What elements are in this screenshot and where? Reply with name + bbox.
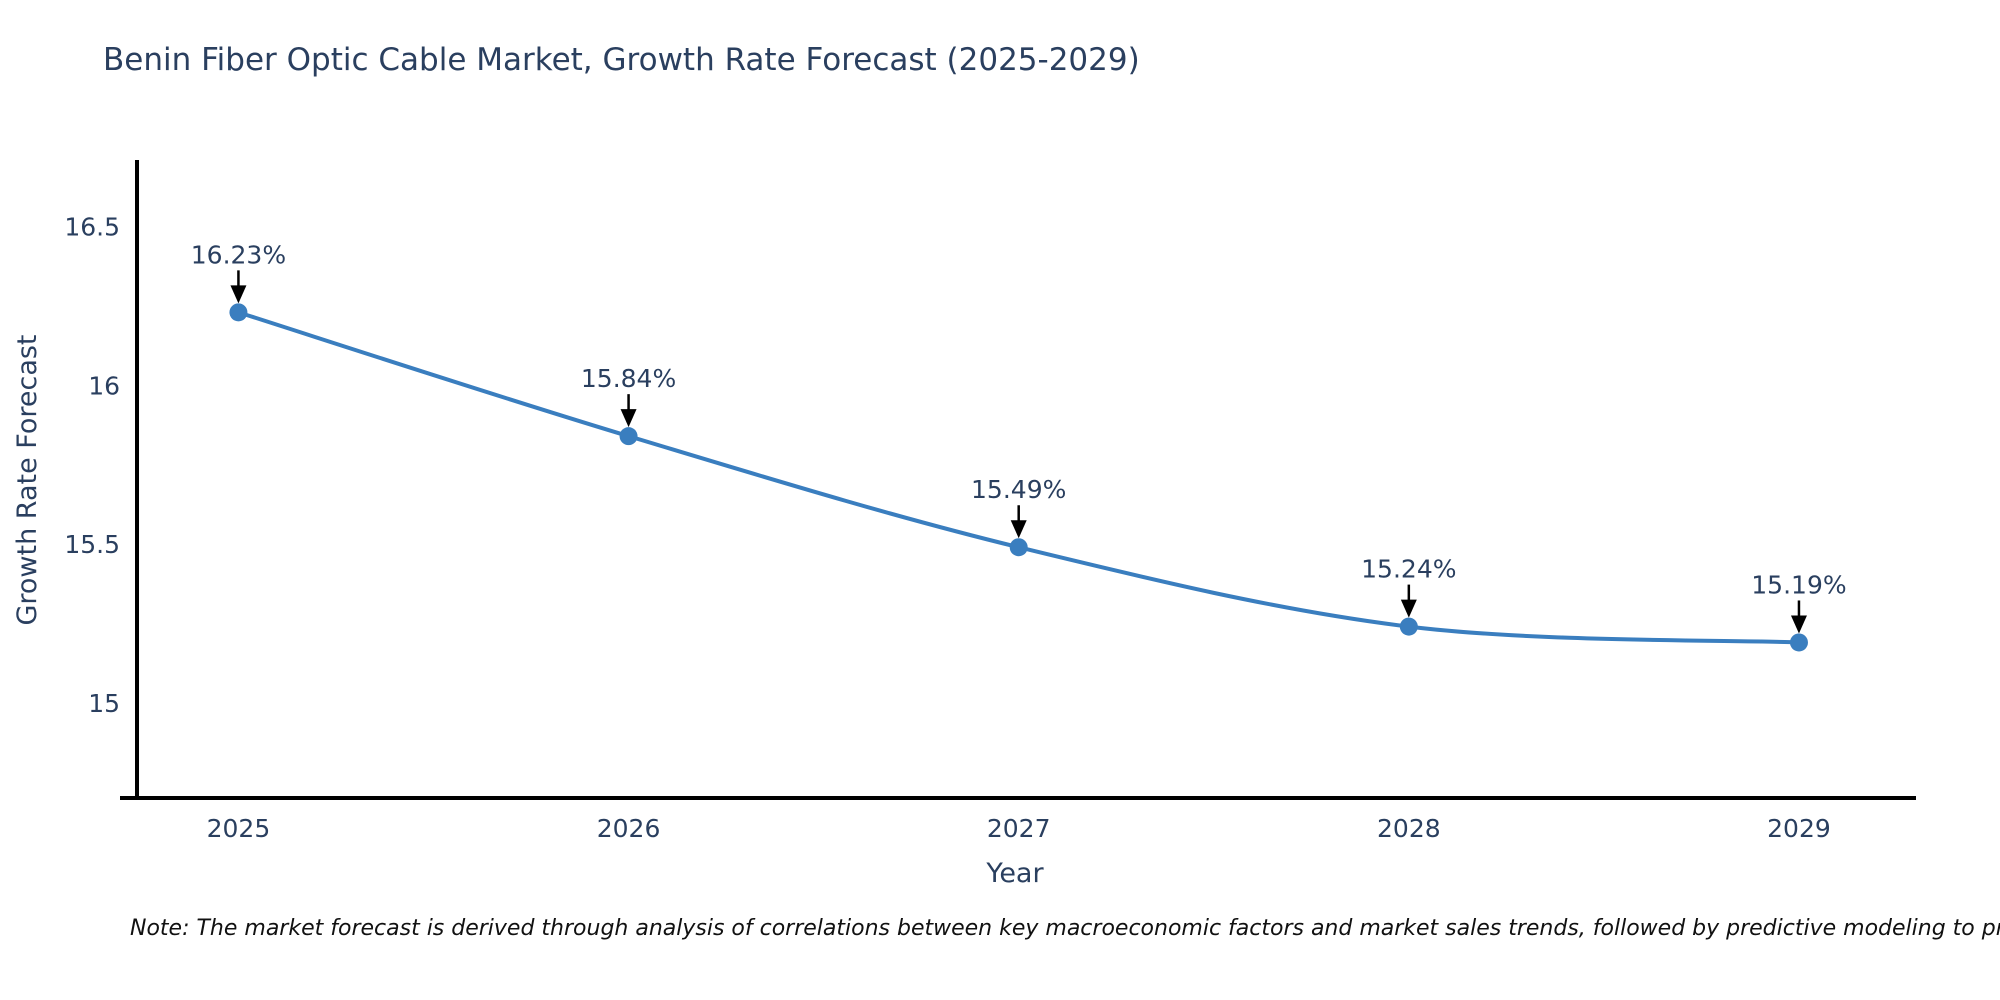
annotation-label-2029: 15.19% — [1751, 570, 1846, 599]
x-tick-label: 2027 — [987, 814, 1051, 843]
footnote: Note: The market forecast is derived thr… — [130, 916, 2000, 941]
annotation-arrowhead — [1790, 615, 1807, 634]
annotation-label-2027: 15.49% — [971, 475, 1066, 504]
y-tick-label: 15 — [88, 689, 120, 718]
annotation-arrowhead — [230, 285, 247, 304]
x-tick-label: 2025 — [207, 814, 271, 843]
data-point-2027 — [1009, 538, 1028, 557]
annotation-arrowhead — [1010, 520, 1027, 539]
x-tick-label: 2029 — [1767, 814, 1831, 843]
x-axis-title: Year — [986, 858, 1044, 889]
annotation-label-2026: 15.84% — [581, 364, 676, 393]
x-tick-label: 2026 — [597, 814, 661, 843]
y-tick-label: 16 — [88, 371, 120, 400]
chart-title: Benin Fiber Optic Cable Market, Growth R… — [103, 42, 1140, 78]
y-tick-label: 16.5 — [64, 213, 120, 242]
annotation-label-2025: 16.23% — [191, 240, 286, 269]
data-point-2028 — [1399, 617, 1418, 636]
data-point-2025 — [229, 303, 248, 322]
data-point-2029 — [1789, 633, 1808, 652]
data-point-2026 — [619, 427, 638, 446]
annotation-arrowhead — [1400, 599, 1417, 618]
annotation-label-2028: 15.24% — [1361, 555, 1456, 584]
y-tick-label: 15.5 — [64, 530, 120, 559]
annotation-arrowhead — [620, 409, 637, 428]
x-tick-label: 2028 — [1377, 814, 1441, 843]
